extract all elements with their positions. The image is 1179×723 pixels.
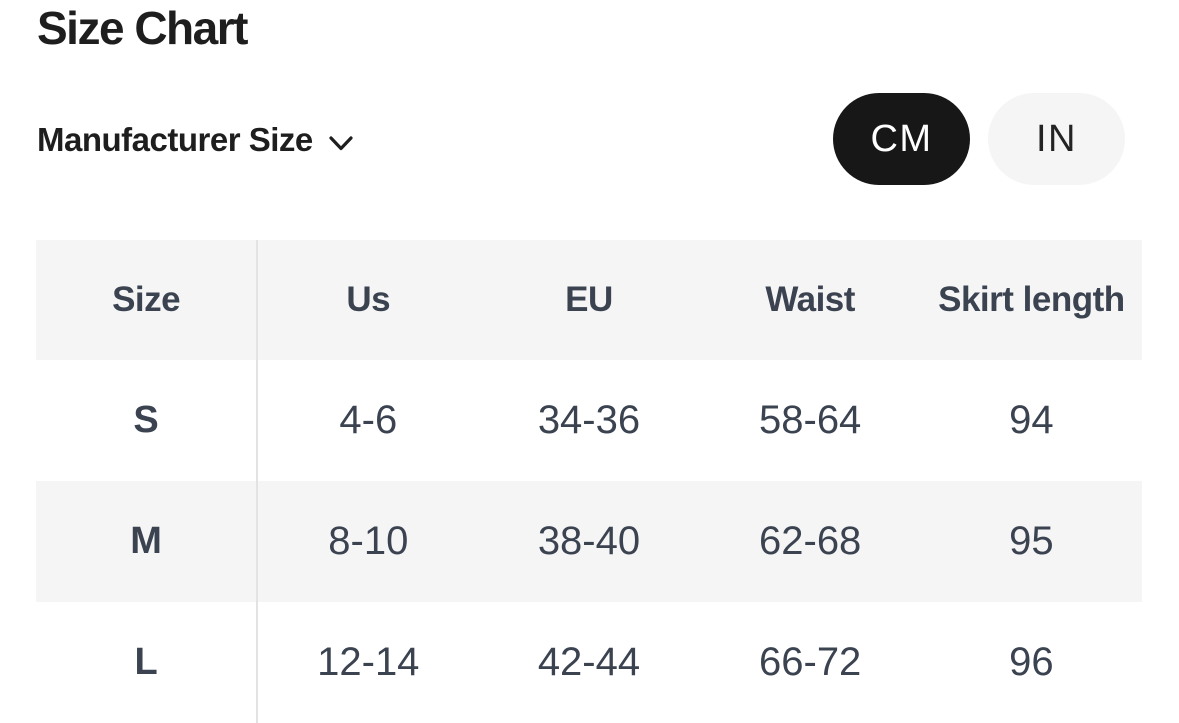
table-cell: 42-44 bbox=[537, 640, 641, 684]
unit-cm-button[interactable]: CM bbox=[833, 93, 970, 185]
table-row-m: M 8-10 38-40 62-68 95 bbox=[36, 481, 1142, 602]
column-header-eu: EU bbox=[565, 280, 613, 319]
table-cell: 58-64 bbox=[759, 398, 862, 442]
table-cell: 38-40 bbox=[537, 519, 641, 563]
column-header-us: Us bbox=[346, 280, 391, 319]
table-cell: 12-14 bbox=[317, 640, 420, 684]
header-row: Size Us EU Waist Skirt length bbox=[36, 240, 1142, 360]
column-header-skirt-length: Skirt length bbox=[938, 280, 1125, 319]
table-cell: 66-72 bbox=[759, 640, 862, 684]
table-cell: 95 bbox=[1009, 519, 1054, 563]
manufacturer-size-dropdown[interactable]: Manufacturer Size bbox=[37, 116, 354, 164]
size-table: Size Us EU Waist Skirt length S 4-6 34-3… bbox=[36, 240, 1143, 723]
column-header-waist: Waist bbox=[765, 280, 855, 319]
table-cell: 4-6 bbox=[339, 398, 398, 442]
size-label-cell: S bbox=[36, 360, 259, 481]
size-table-header: Size Us EU Waist Skirt length bbox=[36, 240, 1142, 360]
size-label-cell: M bbox=[36, 481, 259, 602]
table-cell: 96 bbox=[1009, 640, 1054, 684]
table-cell: 94 bbox=[1009, 398, 1054, 442]
page-title: Size Chart bbox=[37, 2, 248, 54]
manufacturer-size-label: Manufacturer Size bbox=[37, 121, 313, 158]
table-row-l: L 12-14 42-44 66-72 96 bbox=[36, 602, 1142, 723]
table-row-s: S 4-6 34-36 58-64 94 bbox=[36, 360, 1142, 481]
unit-in-button[interactable]: IN bbox=[988, 93, 1125, 185]
table-cell: 8-10 bbox=[328, 519, 409, 563]
table-cell: 62-68 bbox=[759, 519, 862, 563]
chevron-down-icon bbox=[328, 128, 354, 152]
table-cell: 34-36 bbox=[537, 398, 641, 442]
size-table-body: S 4-6 34-36 58-64 94 M 8-10 38-40 62-68 … bbox=[36, 360, 1142, 723]
unit-toggle: CM IN bbox=[833, 93, 1125, 185]
column-header-size: Size bbox=[36, 240, 259, 360]
size-label-cell: L bbox=[36, 602, 259, 723]
